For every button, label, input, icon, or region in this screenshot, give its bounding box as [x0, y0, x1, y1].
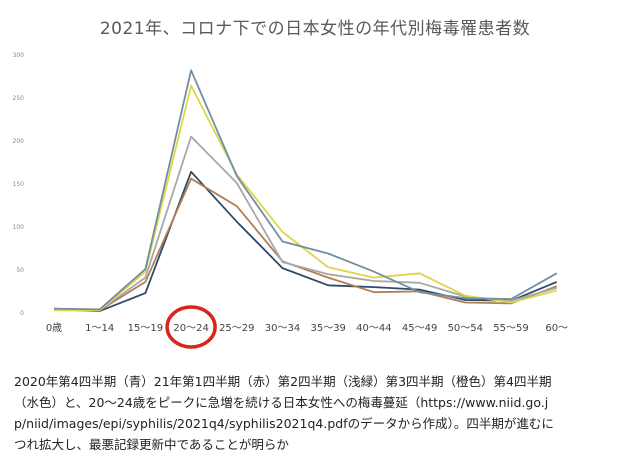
y-tick-label-3: 150 — [13, 181, 25, 188]
x-tick-label-5: 30～34 — [265, 323, 300, 334]
x-tick-label-8: 45～49 — [402, 323, 437, 334]
x-tick-label-0: 0歳 — [46, 322, 62, 334]
series-layer — [53, 69, 558, 313]
y-tick-label-4: 200 — [13, 138, 25, 145]
x-tick-label-1: 1～14 — [85, 323, 114, 334]
x-tick-label-9: 50～54 — [448, 323, 483, 334]
series-line-1 — [53, 177, 558, 312]
series-line-4 — [53, 69, 558, 311]
x-tick-label-2: 15～19 — [128, 323, 163, 334]
y-axis: 0 50 100 150 200 250 300 — [13, 52, 25, 317]
figure-caption: 2020年第4四半期（青）21年第1四半期（赤）第2四半期（浅緑）第3四半期（橙… — [14, 374, 554, 452]
highlight-layer — [165, 305, 217, 349]
y-tick-label-5: 250 — [13, 95, 25, 102]
series-line-3 — [54, 84, 557, 312]
x-axis: 0歳 1～14 15～19 20～24 25～29 30～34 35～39 40～44 45～4… — [46, 322, 568, 334]
x-tick-label-6: 35～39 — [310, 323, 345, 334]
y-tick-label-0: 0 — [20, 310, 24, 317]
x-tick-label-11: 60～ — [545, 323, 568, 334]
y-tick-label-2: 100 — [13, 224, 25, 231]
x-tick-label-7: 40～44 — [356, 323, 391, 334]
series-line-0 — [53, 170, 558, 313]
line-chart: 0 50 100 150 200 250 300 0歳 1～14 15～19 20～24 25～29… — [13, 52, 568, 349]
chart-title: 2021年、コロナ下での日本女性の年代別梅毒罹患者数 — [99, 19, 531, 39]
y-tick-label-6: 300 — [13, 52, 25, 59]
x-tick-label-4: 25～29 — [219, 323, 254, 334]
y-tick-label-1: 50 — [16, 267, 24, 274]
highlight-circle — [165, 305, 217, 349]
x-tick-label-3: 20～24 — [173, 323, 208, 334]
x-tick-label-10: 55～59 — [493, 323, 528, 334]
